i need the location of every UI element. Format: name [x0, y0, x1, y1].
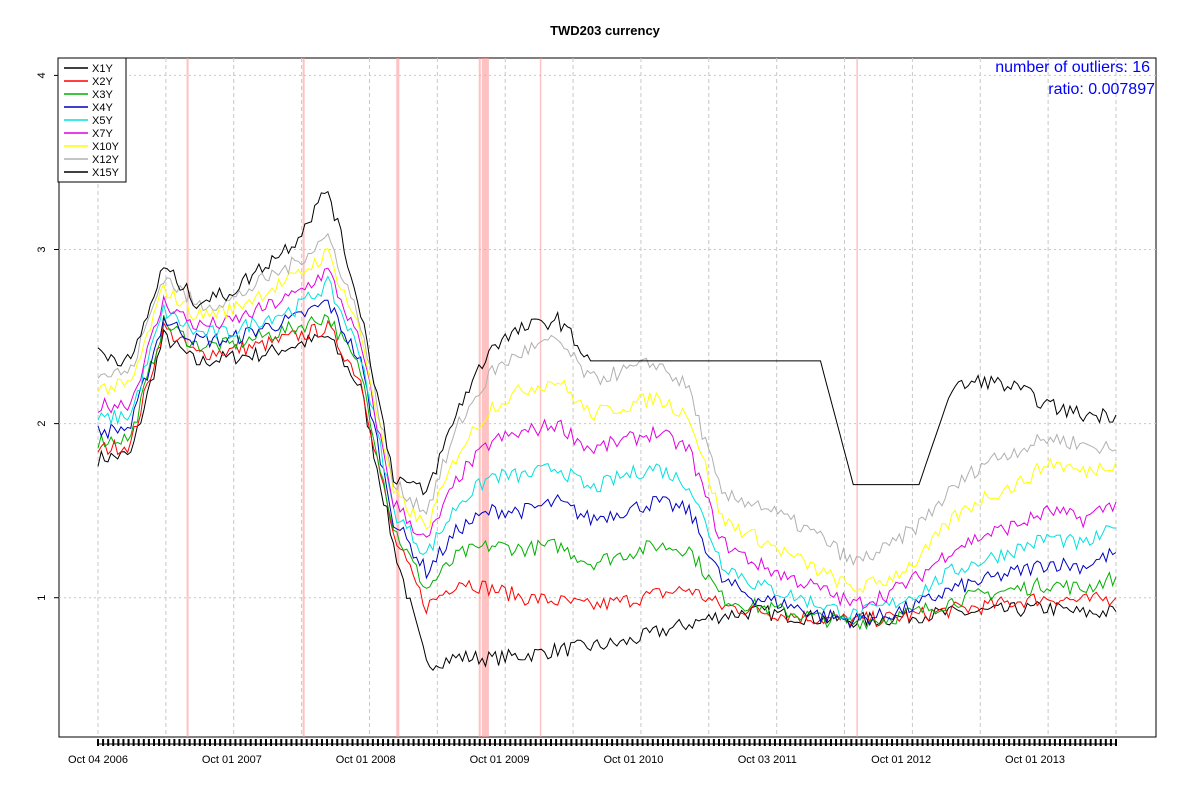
grid-layer [59, 58, 1156, 737]
x-tick-label: Oct 04 2006 [68, 754, 128, 766]
outlier-band [481, 58, 489, 737]
series-line-X3Y [97, 314, 1117, 631]
outlier-band [396, 58, 400, 737]
outlier-bands [186, 58, 858, 737]
x-tick-label: Oct 01 2008 [336, 754, 396, 766]
legend-label: X1Y [92, 63, 113, 75]
series-line-X15Y [97, 190, 1117, 496]
ratio-annotation: ratio: 0.007897 [1048, 81, 1155, 98]
series-line-X2Y [97, 319, 1117, 628]
x-tick-label: Oct 03 2011 [738, 754, 797, 766]
outlier-band [186, 58, 189, 737]
x-tick-label: Oct 01 2013 [1005, 754, 1065, 766]
outlier-band [302, 58, 305, 737]
legend-label: X10Y [92, 141, 120, 153]
y-tick-label: 1 [36, 595, 48, 601]
series-line-X10Y [97, 248, 1117, 594]
series-line-X4Y [97, 299, 1117, 629]
legend-label: X2Y [92, 76, 113, 88]
x-tick-label: Oct 01 2009 [470, 754, 530, 766]
legend-label: X4Y [92, 102, 113, 114]
axis-layer: 1 2 3 4 Oct 04 2006 Oct 01 2007 Oct 01 2008 Oct… [36, 72, 1117, 766]
x-tick-label: Oct 01 2010 [603, 754, 663, 766]
plot-frame [58, 57, 1157, 738]
series-layer [97, 190, 1117, 671]
legend-label: X3Y [92, 89, 113, 101]
outlier-band [539, 58, 542, 737]
series-line-X7Y [97, 267, 1117, 610]
y-tick-label: 4 [36, 72, 48, 78]
legend-label: X5Y [92, 115, 113, 127]
series-line-X12Y [97, 232, 1117, 567]
outlier-band [478, 58, 481, 737]
outlier-count-annotation: number of outliers: 16 [995, 59, 1150, 76]
x-tick-label: Oct 01 2007 [202, 754, 262, 766]
legend-label: X12Y [92, 154, 120, 166]
legend-label: X15Y [92, 167, 120, 179]
legend-label: X7Y [92, 128, 113, 140]
series-line-X5Y [97, 275, 1117, 621]
y-tick-label: 2 [36, 421, 48, 427]
x-tick-label: Oct 01 2012 [871, 754, 931, 766]
y-tick-label: 3 [36, 246, 48, 252]
outlier-band [856, 58, 858, 737]
chart-title: TWD203 currency [550, 23, 661, 38]
